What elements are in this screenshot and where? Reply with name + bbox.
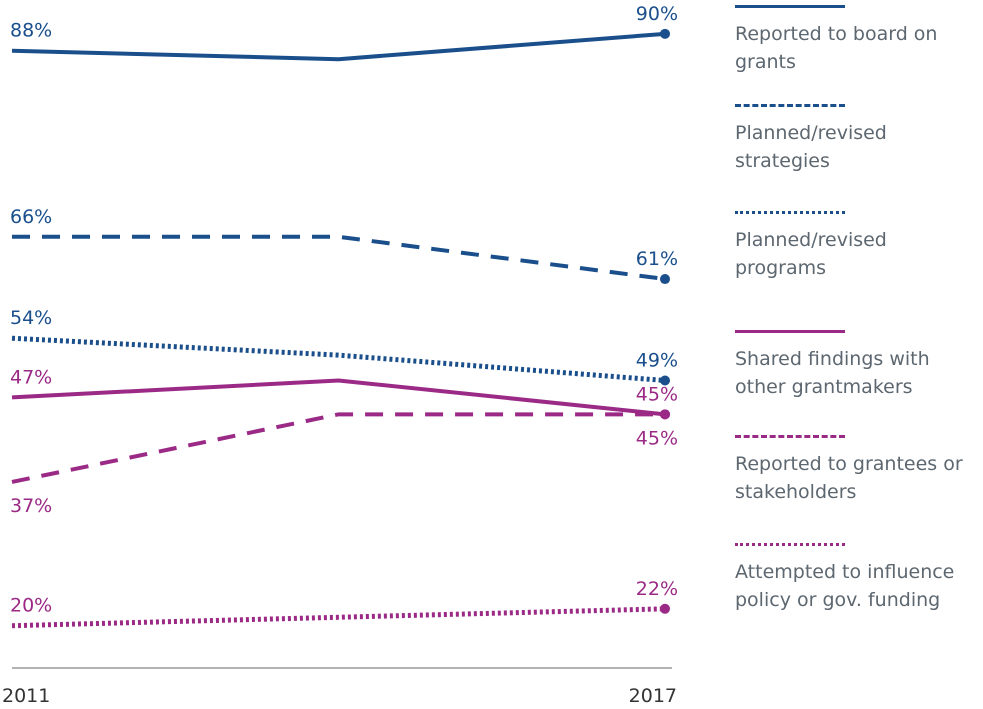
legend-swatch (735, 330, 845, 333)
data-label: 66% (10, 206, 52, 228)
legend-label: Attempted to influence policy or gov. fu… (735, 561, 955, 611)
data-label: 54% (10, 307, 52, 329)
end-marker (660, 409, 670, 420)
data-label: 47% (10, 366, 52, 388)
legend-swatch (735, 104, 845, 107)
data-label: 37% (10, 495, 52, 517)
series-line (11, 335, 666, 383)
x-tick-label: 2017 (629, 685, 677, 707)
legend-item: Attempted to influence policy or gov. fu… (735, 543, 983, 614)
legend-label: Shared findings with other grantmakers (735, 348, 930, 398)
legend-label: Planned/revised strategies (735, 122, 887, 172)
legend-label: Reported to grantees or stakeholders (735, 453, 963, 503)
data-label: 45% (636, 427, 678, 449)
legend-item: Shared findings with other grantmakers (735, 330, 983, 401)
data-label: 88% (10, 20, 52, 42)
legend-swatch (735, 543, 845, 546)
end-marker (660, 274, 670, 285)
data-label: 49% (636, 350, 678, 372)
data-label: 22% (636, 578, 678, 600)
series-line (12, 234, 666, 282)
series-line (11, 606, 666, 629)
legend-label: Planned/revised programs (735, 229, 887, 279)
series-line (11, 31, 666, 62)
data-label: 45% (636, 383, 678, 405)
legend-swatch (735, 211, 845, 214)
series-line (11, 378, 666, 417)
end-marker (660, 603, 670, 614)
legend-label: Reported to board on grants (735, 23, 938, 73)
data-label: 61% (636, 248, 678, 270)
end-marker (660, 375, 670, 386)
data-label: 90% (636, 3, 678, 25)
series-line (11, 412, 665, 484)
end-marker (660, 28, 670, 39)
legend-swatch (735, 435, 845, 438)
legend-item: Planned/revised programs (735, 211, 983, 282)
data-label: 20% (10, 595, 52, 617)
legend-swatch (735, 5, 845, 8)
x-tick-label: 2011 (2, 685, 50, 707)
legend-item: Planned/revised strategies (735, 104, 983, 175)
legend-item: Reported to grantees or stakeholders (735, 435, 983, 506)
legend-item: Reported to board on grants (735, 5, 983, 76)
